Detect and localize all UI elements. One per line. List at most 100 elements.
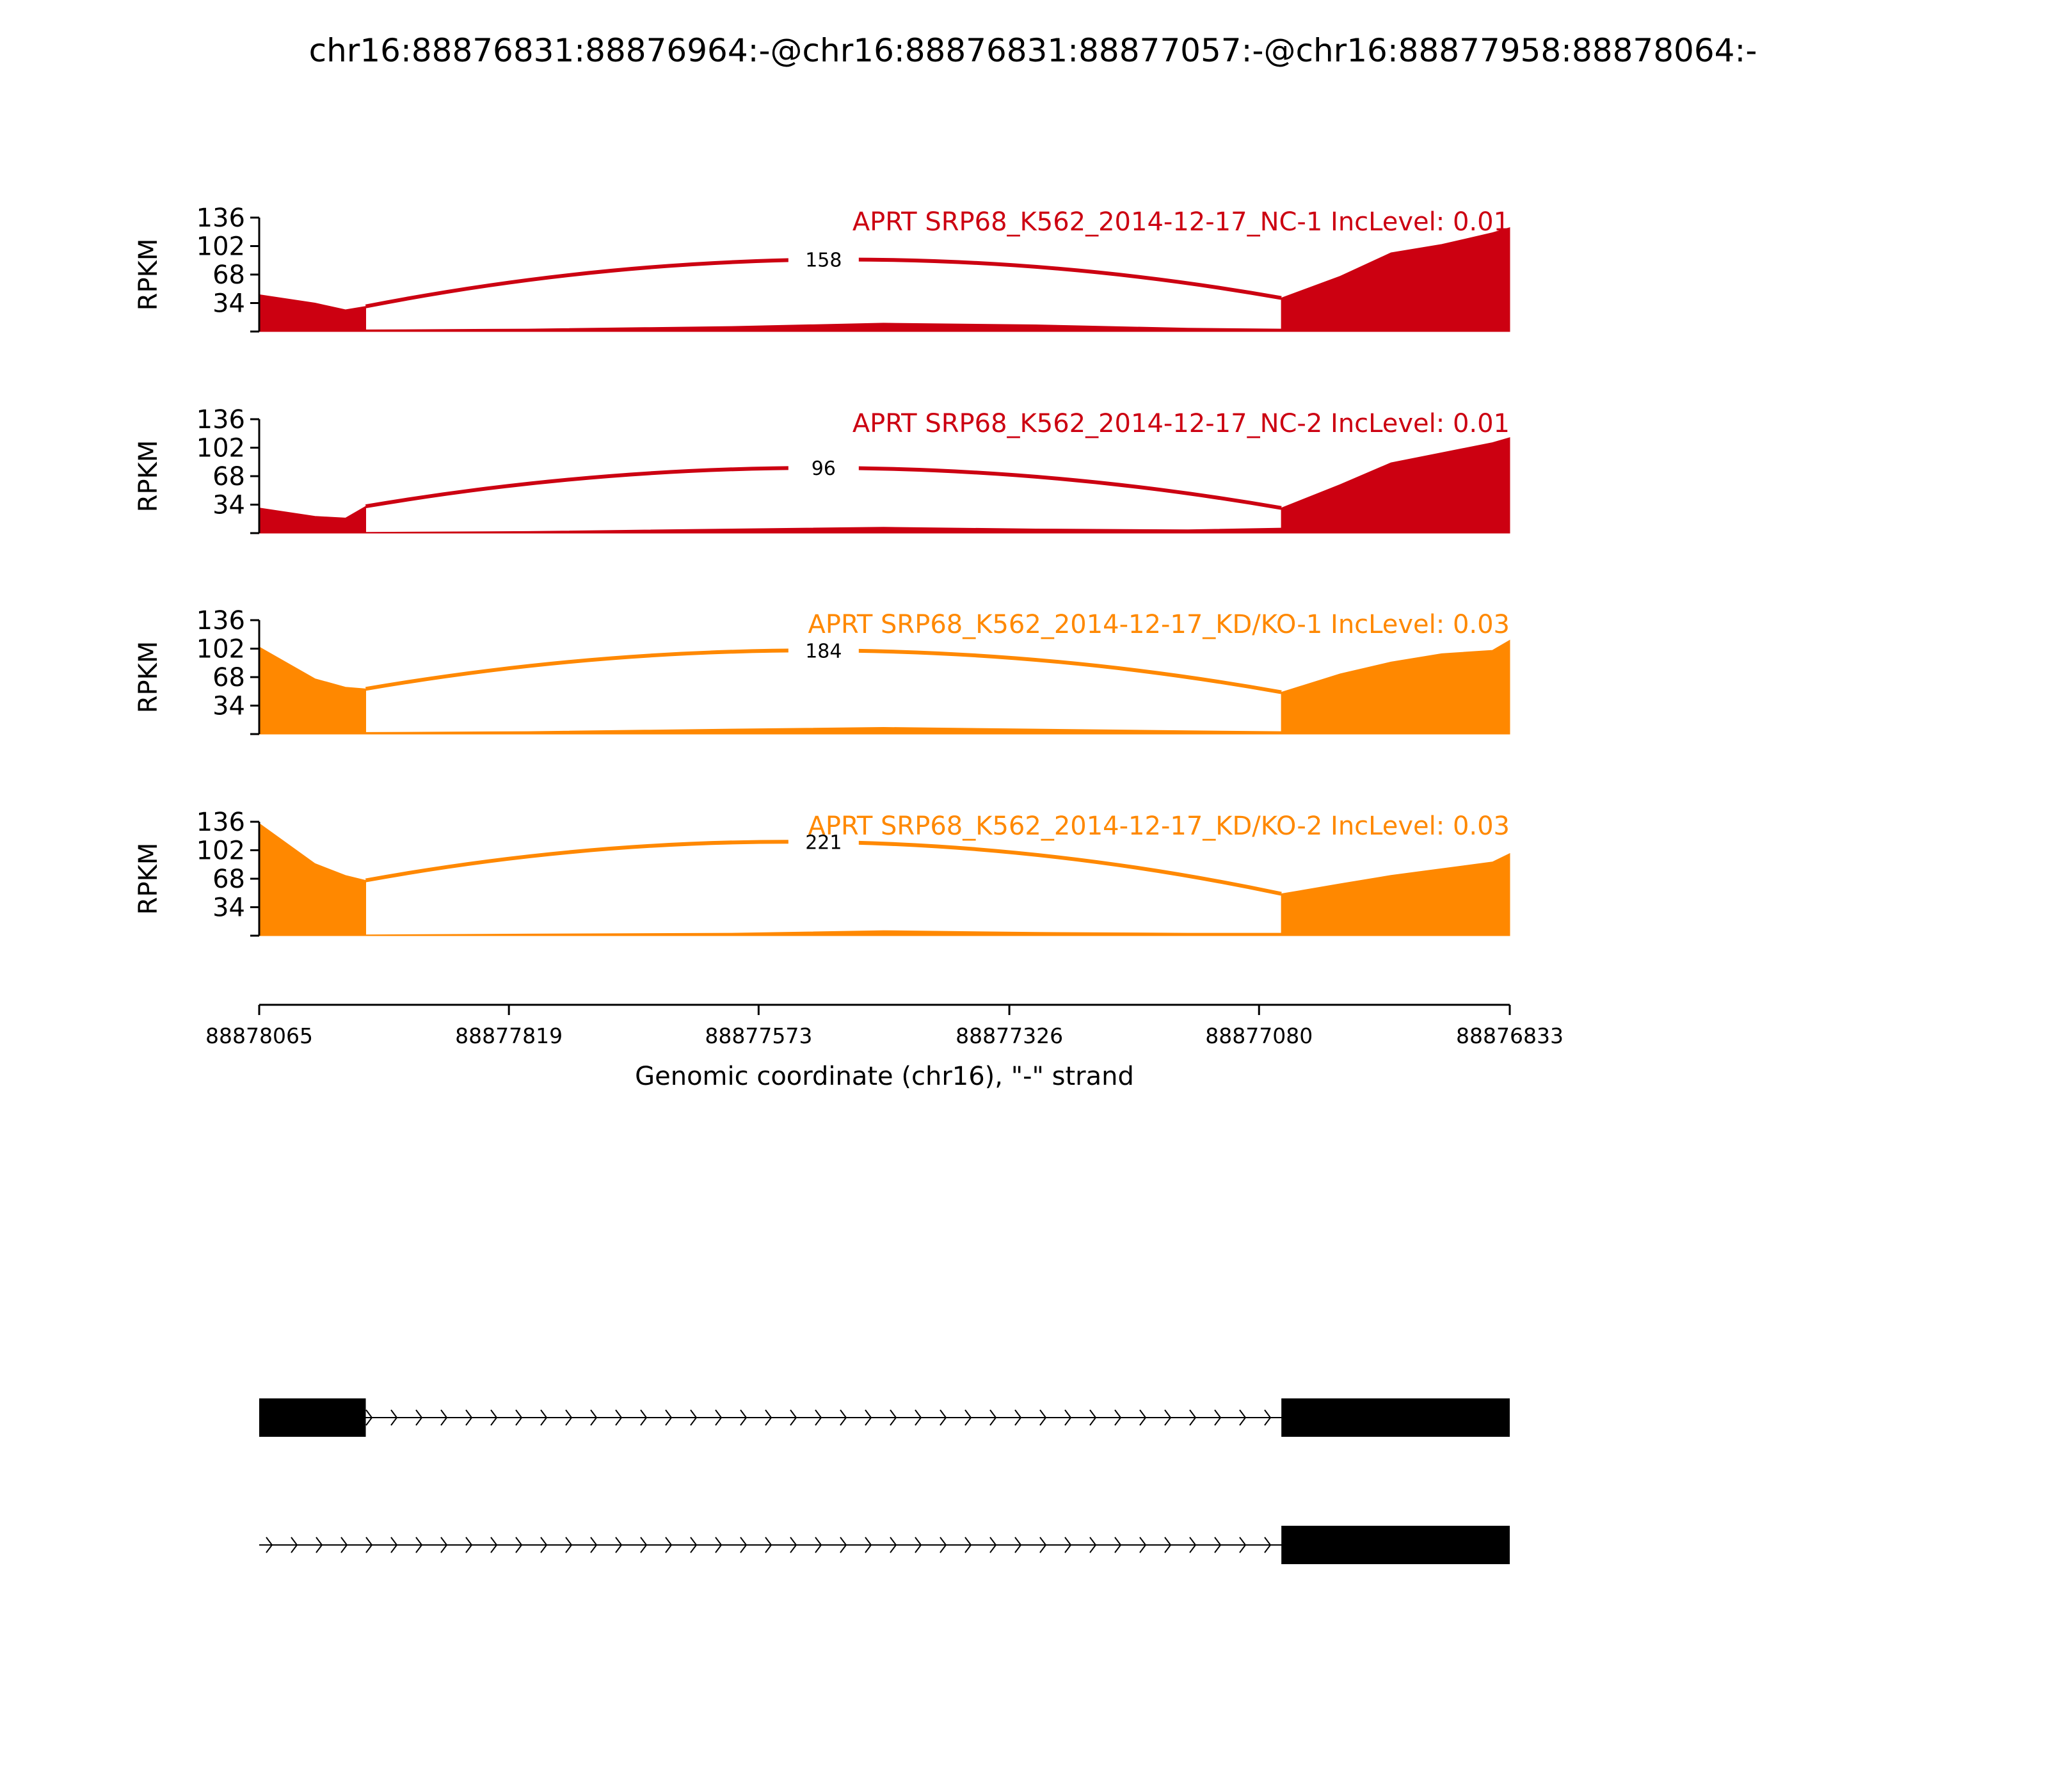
y-tick-label: 68 <box>212 663 245 692</box>
junction-label-background <box>788 828 859 856</box>
x-axis: 88878065 88877819 88877573 88877326 88877080… <box>205 1004 1564 1091</box>
strand-arrow <box>515 1537 523 1553</box>
junction-read-count: 184 <box>805 640 842 662</box>
strand-arrow <box>415 1409 423 1426</box>
strand-arrow <box>790 1537 797 1553</box>
strand-arrow <box>440 1537 448 1553</box>
strand-arrow <box>1039 1409 1047 1426</box>
x-tick-label: 88878065 <box>205 1023 313 1048</box>
strand-arrow <box>1164 1409 1172 1426</box>
strand-arrow <box>1189 1409 1197 1426</box>
coverage-segment-2 <box>365 726 1282 735</box>
strand-arrow <box>964 1409 972 1426</box>
y-tick-label: 34 <box>212 491 245 520</box>
exon-block <box>1281 1398 1510 1437</box>
strand-arrow <box>665 1537 673 1553</box>
strand-arrow <box>465 1409 473 1426</box>
isoform-structures <box>259 1398 1510 1564</box>
exon-block <box>259 1398 366 1437</box>
track-title: APRT SRP68_K562_2014-12-17_NC-1 IncLevel… <box>852 207 1510 237</box>
strand-arrow <box>640 1409 648 1426</box>
junction-read-count: 158 <box>805 250 842 272</box>
strand-arrow <box>989 1409 997 1426</box>
strand-arrow <box>565 1537 573 1553</box>
coverage-segment-1 <box>259 294 366 332</box>
track-2: 96 APRT SRP68_K562_2014-12-17_NC-2 IncLev… <box>134 405 1510 534</box>
strand-arrow <box>1039 1537 1047 1553</box>
strand-arrow <box>440 1409 448 1426</box>
track-title: APRT SRP68_K562_2014-12-17_NC-2 IncLevel… <box>852 409 1510 438</box>
strand-arrow <box>590 1409 598 1426</box>
y-tick-label: 136 <box>196 808 245 837</box>
coverage-segment-1 <box>259 822 366 936</box>
y-tick-label: 136 <box>196 405 245 435</box>
junction-label-background <box>788 636 859 665</box>
strand-arrow <box>390 1537 398 1553</box>
y-tick-label: 102 <box>196 232 245 262</box>
strand-arrow <box>815 1537 822 1553</box>
y-tick-label: 34 <box>212 893 245 923</box>
coverage-tracks: 158 APRT SRP68_K562_2014-12-17_NC-1 IncLe… <box>134 204 1510 937</box>
strand-arrow <box>1264 1409 1272 1426</box>
x-axis-ticks: 88878065 88877819 88877573 88877326 88877080… <box>205 1005 1564 1048</box>
coverage-segment-2 <box>365 323 1282 332</box>
coverage-segment-3 <box>1281 639 1510 735</box>
strand-arrow <box>740 1537 748 1553</box>
coverage-segment-3 <box>1281 437 1510 534</box>
track-1: 158 APRT SRP68_K562_2014-12-17_NC-1 IncLe… <box>134 204 1510 333</box>
strand-arrow <box>340 1537 348 1553</box>
strand-arrow <box>1189 1537 1197 1553</box>
strand-arrow <box>1239 1537 1247 1553</box>
strand-arrow <box>665 1409 673 1426</box>
strand-arrow <box>1214 1537 1222 1553</box>
strand-arrow <box>790 1409 797 1426</box>
isoform-2 <box>259 1526 1510 1564</box>
coverage-segment-3 <box>1281 227 1510 332</box>
strand-arrow <box>915 1537 922 1553</box>
figure-title: chr16:88876831:88876964:-@chr16:88876831… <box>309 32 1757 69</box>
strand-arrow <box>291 1537 298 1553</box>
coverage-segment-2 <box>365 527 1282 534</box>
strand-arrow <box>989 1537 997 1553</box>
strand-arrow <box>690 1409 698 1426</box>
strand-arrow <box>316 1537 323 1553</box>
strand-arrow <box>1214 1409 1222 1426</box>
strand-arrow <box>1114 1537 1122 1553</box>
strand-arrow <box>1264 1537 1272 1553</box>
track-title: APRT SRP68_K562_2014-12-17_KD/KO-2 IncLe… <box>808 812 1510 841</box>
x-tick-label: 88877819 <box>455 1023 563 1048</box>
y-tick-label: 102 <box>196 836 245 866</box>
strand-arrow <box>815 1409 822 1426</box>
strand-arrow <box>740 1409 748 1426</box>
strand-arrow <box>615 1537 623 1553</box>
strand-arrow <box>1139 1537 1147 1553</box>
strand-arrow <box>964 1537 972 1553</box>
strand-arrow <box>266 1537 273 1553</box>
strand-arrow <box>765 1409 772 1426</box>
y-tick-label: 102 <box>196 635 245 664</box>
strand-arrow <box>1089 1537 1097 1553</box>
junction-read-count: 96 <box>812 458 836 480</box>
isoform-1 <box>259 1398 1510 1437</box>
strand-arrow <box>890 1537 897 1553</box>
coverage-segment-3 <box>1281 852 1510 936</box>
strand-arrow <box>365 1537 373 1553</box>
strand-arrow <box>865 1409 872 1426</box>
strand-arrow <box>1139 1409 1147 1426</box>
junction-label-background <box>788 454 859 483</box>
x-tick-label: 88877326 <box>956 1023 1063 1048</box>
coverage-segment-2 <box>365 930 1282 936</box>
strand-arrow <box>1064 1537 1072 1553</box>
strand-arrow <box>715 1409 723 1426</box>
strand-arrow <box>390 1409 398 1426</box>
strand-arrow <box>915 1409 922 1426</box>
strand-arrow <box>415 1537 423 1553</box>
strand-arrow <box>890 1409 897 1426</box>
strand-arrow <box>1014 1537 1022 1553</box>
junction-label-background <box>788 245 859 274</box>
y-tick-label: 136 <box>196 606 245 636</box>
strand-arrow <box>365 1409 373 1426</box>
y-tick-label: 34 <box>212 289 245 319</box>
